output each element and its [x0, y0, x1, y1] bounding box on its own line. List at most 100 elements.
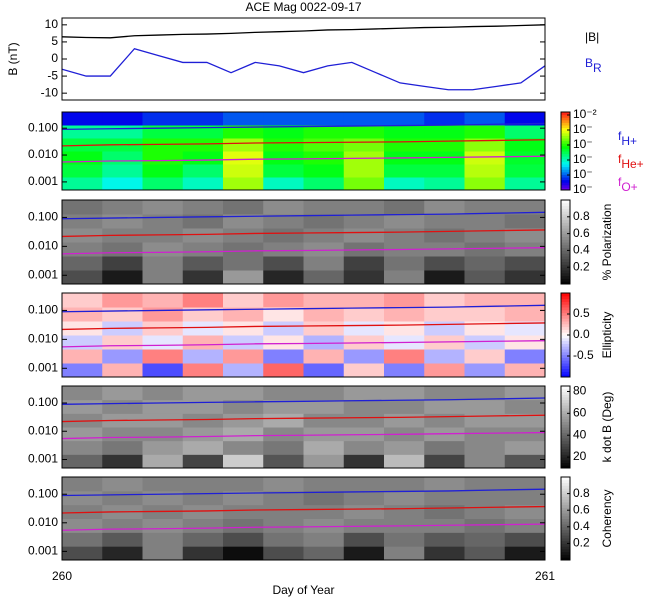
colorbar-cell [561, 117, 570, 121]
colorbar-cell [561, 535, 570, 539]
colorbar-cell [561, 399, 570, 403]
heatmap-cell [62, 349, 103, 364]
heatmap-cell [263, 256, 304, 271]
heatmap-cell [303, 151, 345, 165]
colorbar-cell [561, 202, 570, 207]
colorbar-cell [561, 211, 570, 215]
legend-name: B [585, 56, 593, 70]
colorbar-cell [561, 482, 570, 486]
colorbar-cell [561, 388, 570, 392]
colorbar-cell [561, 225, 570, 229]
heatmap-cell [424, 349, 465, 364]
colorbar-cell [561, 301, 570, 305]
y-tick-label: 0.100 [28, 303, 58, 317]
heatmap-cell [182, 335, 224, 350]
colorbar-cell [561, 446, 570, 450]
colorbar-cell [561, 490, 570, 495]
colorbar-cell [561, 318, 570, 322]
heatmap-cell [223, 490, 264, 506]
heatmap-cell [464, 546, 506, 560]
heatmap-cell [464, 242, 506, 257]
colorbar-cell [561, 510, 570, 514]
chart-title: ACE Mag 0022-09-17 [245, 0, 361, 14]
heatmap-cell [182, 321, 224, 336]
heatmap-cell [303, 270, 345, 284]
heatmap-cell [424, 164, 465, 178]
colorbar-cell [561, 179, 570, 183]
heatmap-cell [102, 125, 143, 139]
heatmap-cell [504, 349, 545, 364]
heatmap-cell [263, 270, 304, 284]
heatmap-cell [223, 228, 264, 243]
heatmap-cell [424, 177, 465, 190]
heatmap-cell [464, 504, 506, 519]
legend-name: f [618, 175, 622, 189]
colorbar-tick-label: 10⁻ [573, 152, 593, 166]
heatmap-cell [223, 440, 264, 455]
heatmap-cell [303, 335, 345, 350]
heatmap-cell [142, 518, 184, 533]
colorbar-cell [561, 551, 570, 555]
heatmap-cell [263, 546, 304, 560]
legend-entry: fH+ [618, 129, 637, 148]
plot-frame [61, 199, 546, 285]
heatmap-cell [303, 307, 345, 322]
colorbar-cell [561, 501, 570, 506]
heatmap-cell [504, 228, 545, 243]
heatmap-cell [62, 200, 103, 215]
heatmap-cell [464, 214, 506, 229]
heatmap-cell [504, 490, 545, 506]
heatmap-cell [142, 307, 184, 322]
colorbar-cell [561, 304, 570, 308]
heatmap-cell [263, 413, 304, 428]
colorbar-tick-label: 0.5 [573, 306, 590, 320]
heatmap-cell [182, 112, 224, 126]
colorbar-cell [561, 187, 570, 191]
colorbar-tick-label: 0.2 [573, 536, 590, 550]
legend-subscript: H+ [621, 134, 637, 148]
colorbar-cell [561, 177, 570, 181]
colorbar-cell [561, 418, 570, 423]
series-line [62, 24, 545, 39]
heatmap-cell [263, 363, 304, 377]
y-tick-label: 0.001 [28, 174, 58, 188]
heatmap-cell [223, 454, 264, 468]
heatmap-cell [223, 363, 264, 377]
colorbar-tick-label: 0.6 [573, 502, 590, 516]
colorbar-tick-label: 0.8 [573, 209, 590, 223]
colorbar-tick-label: 10⁻ [573, 137, 593, 151]
colorbar-cell [561, 402, 570, 406]
heatmap-cell [424, 477, 465, 492]
colorbar-cell [561, 130, 570, 134]
colorbar-cell [561, 374, 570, 378]
heatmap-cell [142, 256, 184, 271]
y-tick-label: 10 [45, 17, 59, 31]
plot-frame [61, 111, 546, 191]
colorbar-cell [561, 496, 570, 500]
colorbar-cell [561, 281, 570, 285]
heatmap-cell [504, 214, 545, 229]
heatmap-cell [102, 293, 143, 308]
heatmap-cell [142, 125, 184, 139]
colorbar-tick-label: 0.4 [573, 519, 590, 533]
heatmap-cell [424, 440, 465, 455]
heatmap-cell [384, 256, 425, 271]
colorbar-tick-label: 10⁻ [573, 167, 593, 181]
colorbar-cell [561, 521, 570, 525]
heatmap-cell [263, 164, 304, 178]
heatmap-cell [303, 138, 345, 152]
colorbar-cell [561, 504, 570, 508]
heatmap-cell [223, 112, 264, 126]
colorbar-cell [561, 169, 570, 173]
heatmap-cell [263, 440, 304, 455]
heatmap-cell [343, 177, 385, 190]
colorbar-cell [561, 363, 570, 367]
heatmap-cell [464, 454, 506, 468]
plot-frame [61, 476, 546, 561]
colorbar-cell [561, 247, 570, 251]
heatmap-cell [464, 386, 506, 401]
heatmap-cell [303, 363, 345, 377]
heatmap-cell [464, 532, 506, 547]
heatmap-cell [102, 200, 143, 215]
colorbar-cell [561, 140, 570, 144]
